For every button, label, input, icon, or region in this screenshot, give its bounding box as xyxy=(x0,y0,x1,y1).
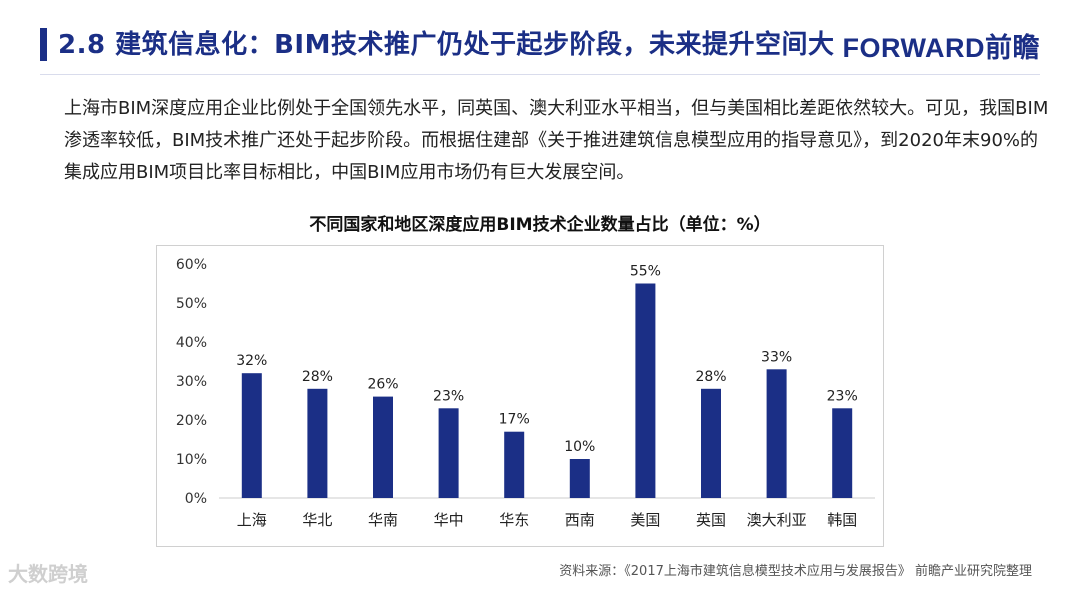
x-tick-label: 华北 xyxy=(302,511,332,529)
bar-chart: 0% 10% 20% 30% 40% 50% 60% 32% 上海 28% 华北 26% 华南 23% 华中… xyxy=(176,257,875,529)
y-tick-label: 30% xyxy=(176,374,207,390)
x-tick-label: 韩国 xyxy=(827,511,857,529)
title-accent-bar xyxy=(40,28,47,61)
bar xyxy=(373,396,393,498)
chart-title: 不同国家和地区深度应用BIM技术企业数量占比（单位：%） xyxy=(309,215,771,235)
intro-paragraph: 上海市BIM深度应用企业比例处于全国领先水平，同英国、澳大利亚水平相当，但与美国… xyxy=(64,98,1049,183)
forward-logo: FORWARD前瞻 xyxy=(842,33,1040,63)
source-note: 资料来源：《2017上海市建筑信息模型技术应用与发展报告》 前瞻产业研究院整理 xyxy=(559,564,1032,579)
bar-value-label: 17% xyxy=(499,412,530,428)
bar-value-label: 23% xyxy=(827,388,858,404)
y-tick-label: 40% xyxy=(176,335,207,351)
bar-value-label: 55% xyxy=(630,264,661,280)
x-tick-label: 澳大利亚 xyxy=(747,511,807,529)
bar xyxy=(635,283,656,498)
y-tick-label: 60% xyxy=(176,257,207,273)
bar xyxy=(504,431,525,498)
header-divider xyxy=(40,74,1040,75)
bar xyxy=(569,459,590,498)
bar xyxy=(307,388,328,498)
watermark-logo: 大数跨境 xyxy=(8,562,88,586)
chart-frame: 0% 10% 20% 30% 40% 50% 60% 32% 上海 28% 华北 26% 华南 23% 华中… xyxy=(156,245,884,547)
x-tick-label: 华东 xyxy=(499,511,529,529)
bar xyxy=(832,408,853,498)
y-tick-label: 20% xyxy=(176,413,207,429)
page-title: 2.8 建筑信息化：BIM技术推广仍处于起步阶段，未来提升空间大 xyxy=(58,30,835,60)
bar-value-label: 28% xyxy=(302,369,333,385)
bar-value-label: 10% xyxy=(564,439,595,455)
bar-value-label: 28% xyxy=(695,369,726,385)
x-tick-label: 英国 xyxy=(696,511,726,529)
y-tick-label: 50% xyxy=(176,296,207,312)
x-tick-label: 华中 xyxy=(434,511,464,529)
bar xyxy=(766,369,787,498)
bar xyxy=(241,373,262,498)
x-tick-label: 美国 xyxy=(630,511,660,529)
bar-value-label: 33% xyxy=(761,349,792,365)
y-tick-label: 0% xyxy=(185,491,207,507)
x-tick-label: 西南 xyxy=(565,511,595,529)
x-tick-label: 上海 xyxy=(237,511,267,529)
bar-value-label: 23% xyxy=(433,388,464,404)
page-header: 2.8 建筑信息化：BIM技术推广仍处于起步阶段，未来提升空间大 FORWARD… xyxy=(0,0,1080,78)
bar-value-label: 26% xyxy=(367,377,398,393)
x-tick-label: 华南 xyxy=(368,511,398,529)
y-tick-label: 10% xyxy=(176,452,207,468)
bar-value-label: 32% xyxy=(236,353,267,369)
bar xyxy=(438,408,459,498)
bar xyxy=(701,388,721,498)
